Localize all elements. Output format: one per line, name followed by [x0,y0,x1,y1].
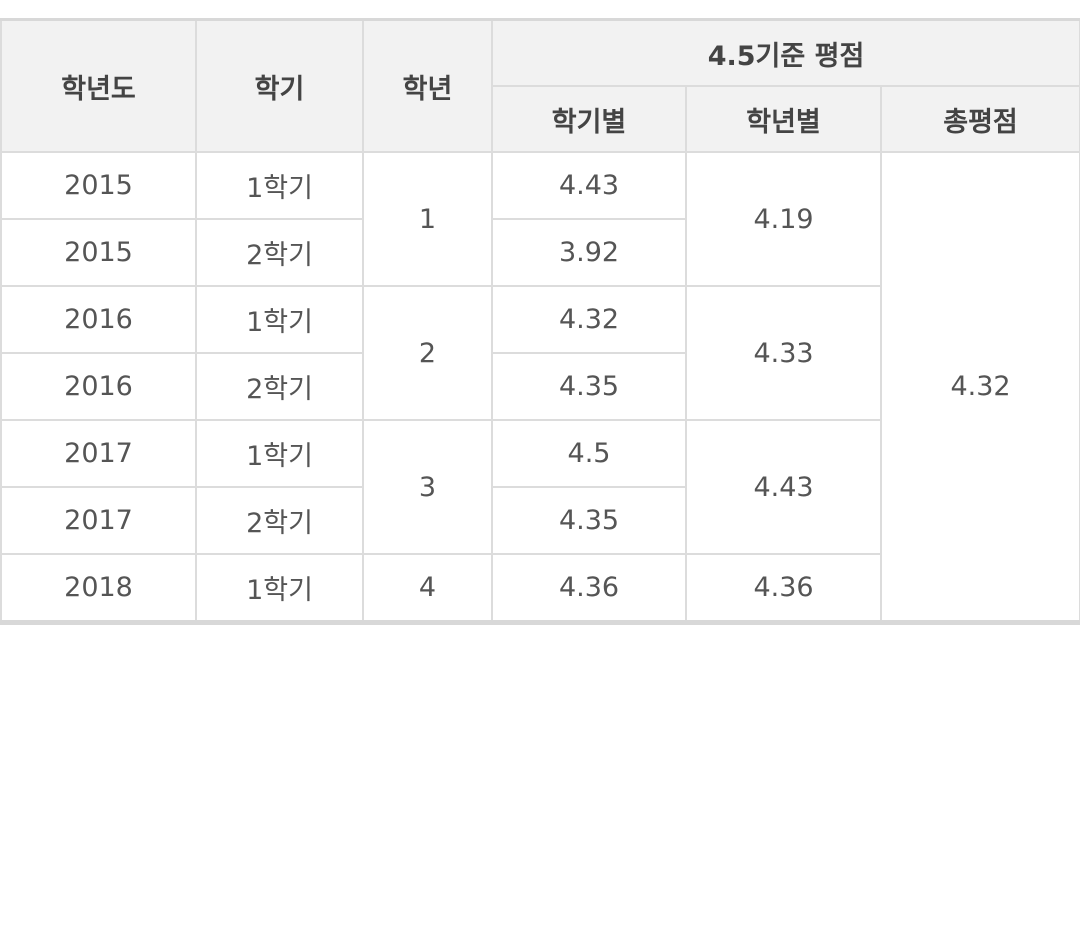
cell-total-gpa: 4.32 [881,152,1080,623]
table-row: 2015 1학기 1 4.43 4.19 4.32 [1,152,1080,219]
gpa-table: 학년도 학기 학년 4.5기준 평점 학기별 학년별 총평점 2015 1학기 … [0,18,1080,625]
cell-year: 2017 [1,487,196,554]
cell-grade-gpa: 4.19 [686,152,881,286]
header-semester: 학기 [196,20,363,153]
cell-semester-gpa: 4.36 [492,554,686,623]
header-gpa-group: 4.5기준 평점 [492,20,1080,87]
cell-grade: 1 [363,152,492,286]
cell-year: 2018 [1,554,196,623]
cell-year: 2017 [1,420,196,487]
header-row-1: 학년도 학기 학년 4.5기준 평점 [1,20,1080,87]
table-body: 2015 1학기 1 4.43 4.19 4.32 2015 2학기 3.92 … [1,152,1080,623]
cell-grade-gpa: 4.43 [686,420,881,554]
header-by-semester: 학기별 [492,86,686,152]
cell-semester: 2학기 [196,219,363,286]
cell-semester: 2학기 [196,353,363,420]
header-year: 학년도 [1,20,196,153]
cell-semester-gpa: 4.35 [492,487,686,554]
cell-semester-gpa: 4.5 [492,420,686,487]
cell-year: 2015 [1,152,196,219]
cell-semester-gpa: 4.32 [492,286,686,353]
cell-grade: 3 [363,420,492,554]
cell-semester-gpa: 4.43 [492,152,686,219]
cell-semester: 1학기 [196,420,363,487]
gpa-table-container: 학년도 학기 학년 4.5기준 평점 학기별 학년별 총평점 2015 1학기 … [0,18,1080,625]
cell-grade: 4 [363,554,492,623]
cell-semester: 1학기 [196,152,363,219]
cell-year: 2016 [1,353,196,420]
header-total: 총평점 [881,86,1080,152]
cell-grade-gpa: 4.33 [686,286,881,420]
cell-grade-gpa: 4.36 [686,554,881,623]
header-by-grade: 학년별 [686,86,881,152]
cell-semester: 1학기 [196,554,363,623]
cell-year: 2016 [1,286,196,353]
cell-year: 2015 [1,219,196,286]
cell-semester: 2학기 [196,487,363,554]
table-header: 학년도 학기 학년 4.5기준 평점 학기별 학년별 총평점 [1,20,1080,153]
cell-semester-gpa: 4.35 [492,353,686,420]
cell-semester: 1학기 [196,286,363,353]
header-grade: 학년 [363,20,492,153]
cell-grade: 2 [363,286,492,420]
cell-semester-gpa: 3.92 [492,219,686,286]
